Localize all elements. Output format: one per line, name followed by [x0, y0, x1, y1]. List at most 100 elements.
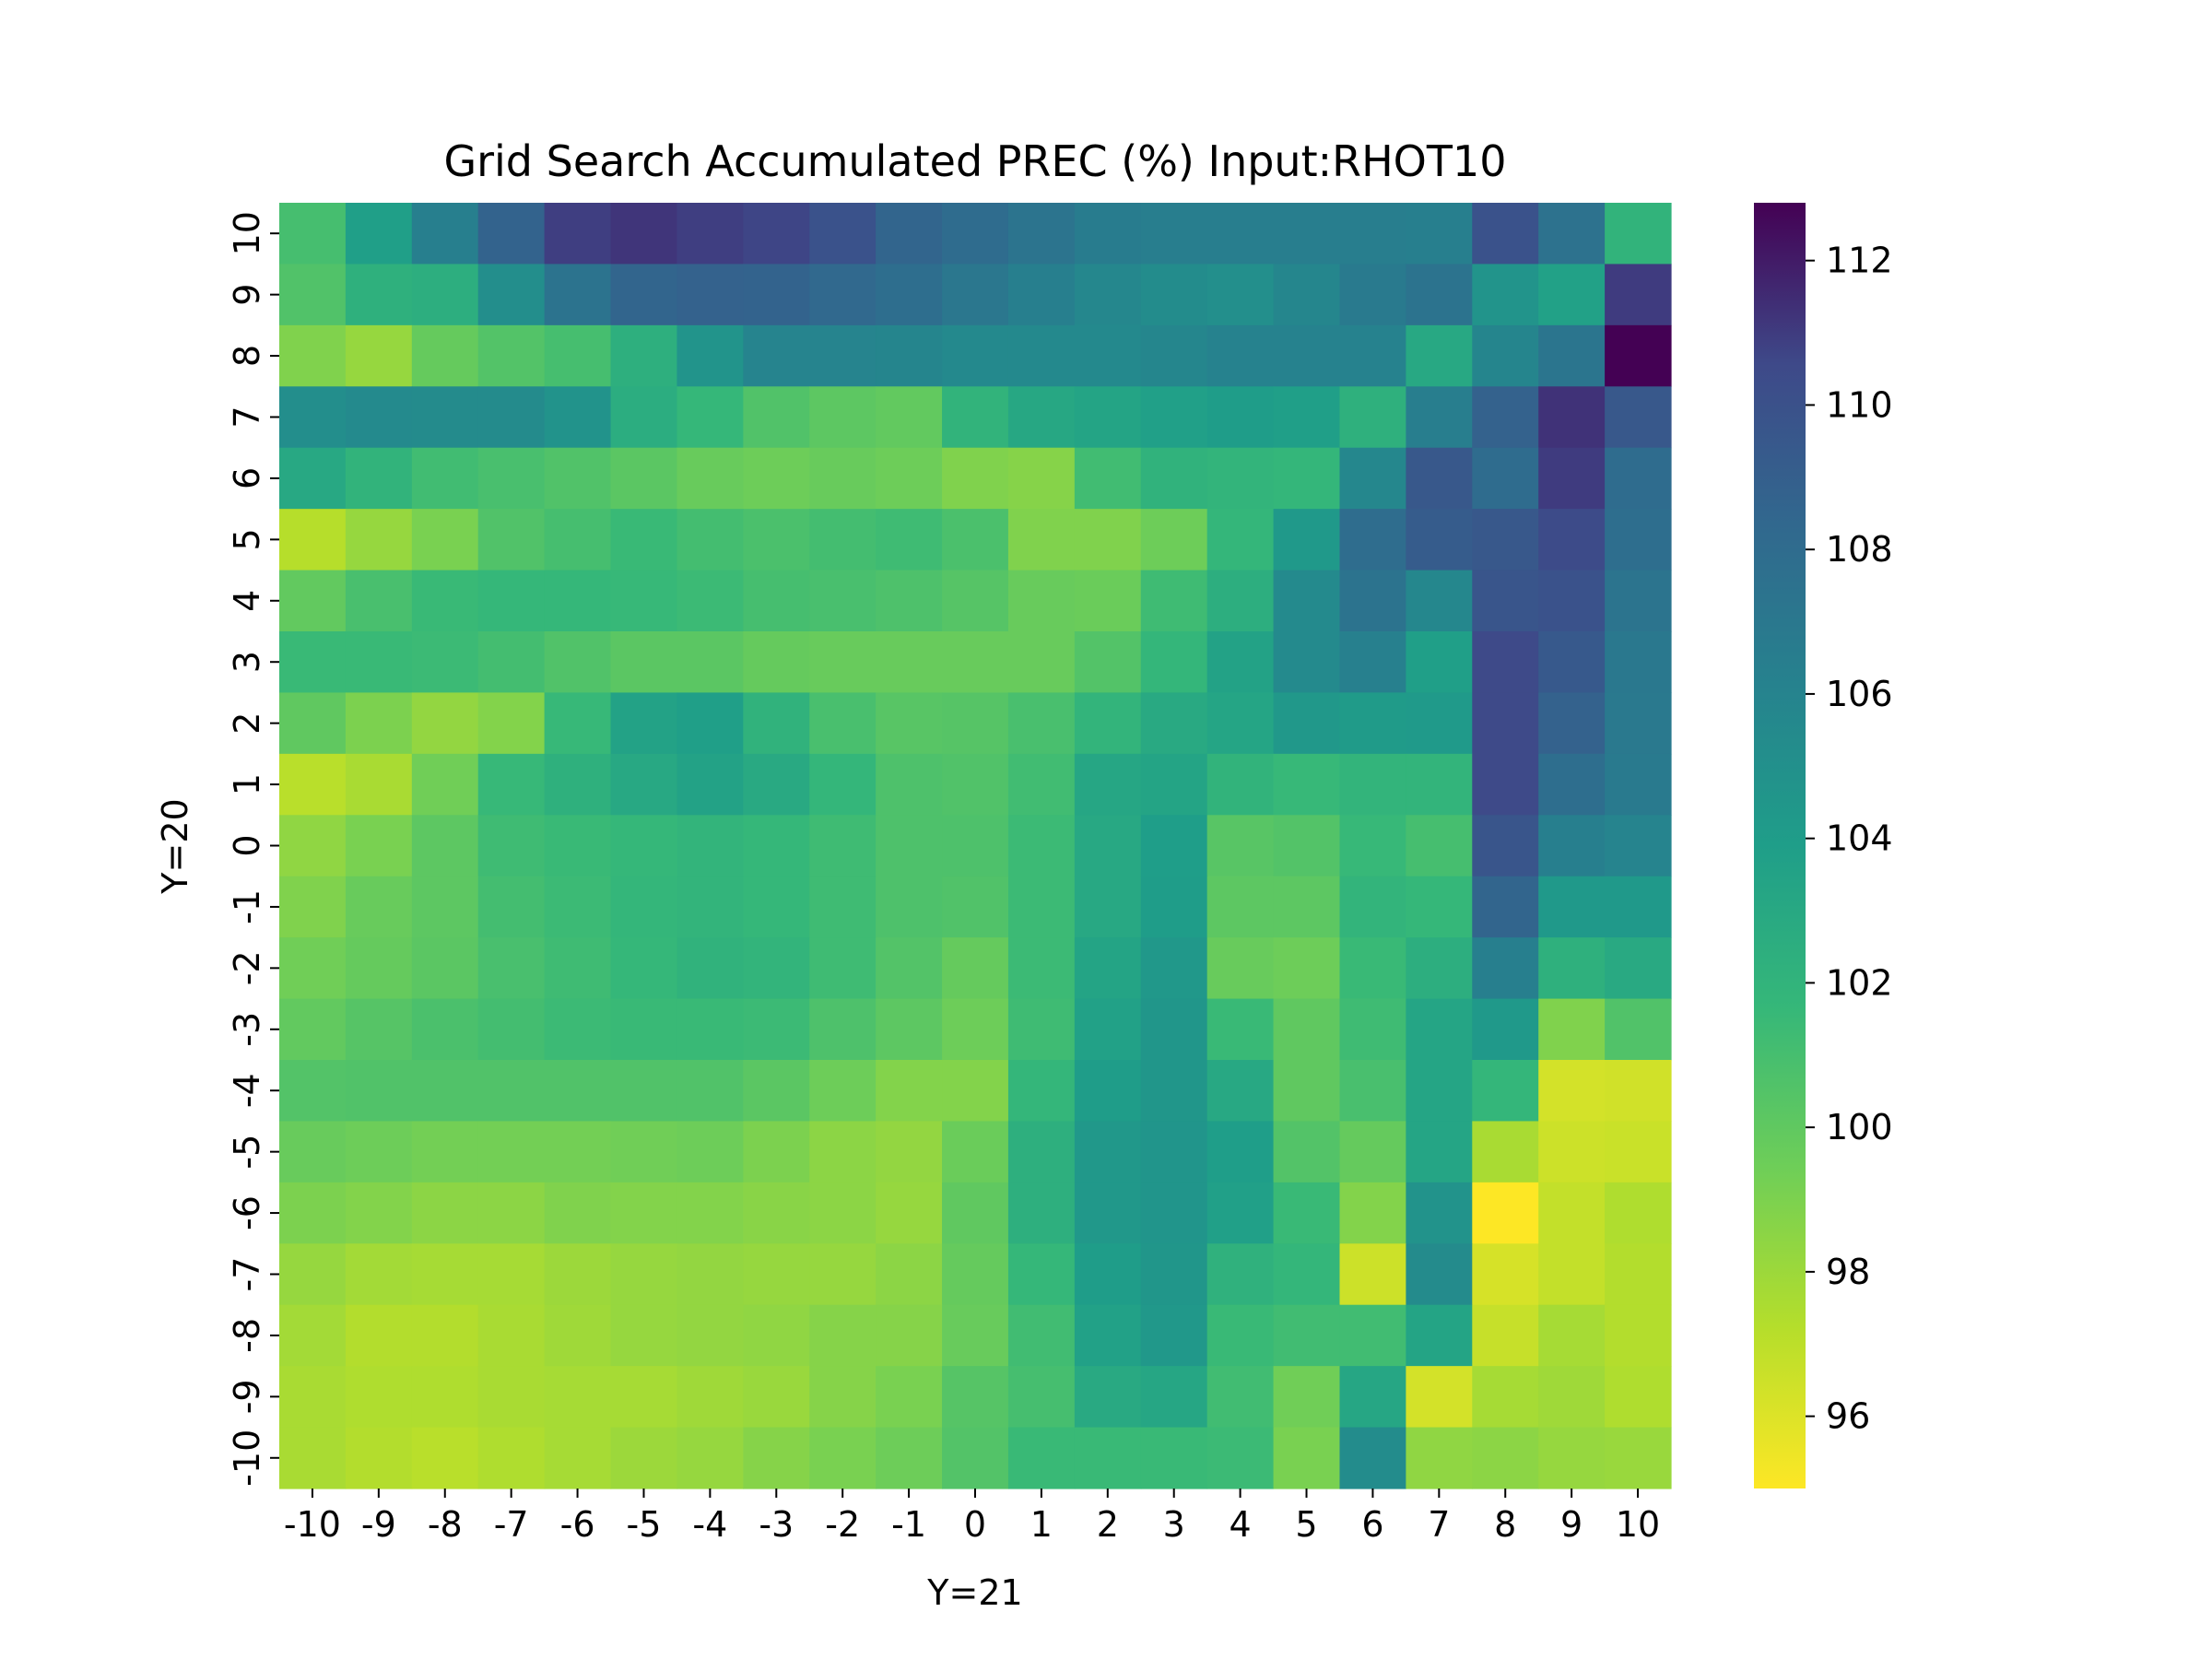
heatmap-cell [1538, 753, 1606, 816]
heatmap-cell [1074, 753, 1142, 816]
heatmap-cell [1007, 203, 1076, 265]
heatmap-cell [610, 509, 678, 571]
y-tick-label: -8 [227, 1318, 267, 1353]
y-tick-label: -3 [227, 1012, 267, 1047]
colorbar-tick-label: 98 [1826, 1252, 1870, 1292]
x-tick-label: 9 [1560, 1504, 1583, 1545]
heatmap-cell [876, 570, 943, 632]
heatmap-cell [279, 447, 347, 510]
heatmap-cell [1273, 876, 1341, 938]
colorbar-tick-label: 100 [1826, 1107, 1893, 1147]
x-tick-label: 7 [1428, 1504, 1450, 1545]
heatmap-cell [677, 876, 744, 938]
heatmap-cell [1140, 570, 1208, 632]
heatmap-cell [477, 1304, 546, 1367]
heatmap-cell [279, 1060, 347, 1123]
heatmap-cell [411, 876, 479, 938]
heatmap-cell [942, 509, 1009, 571]
heatmap-cell [809, 1243, 877, 1306]
heatmap-cell [809, 570, 877, 632]
heatmap-cell [411, 1304, 479, 1367]
x-tick-label: -8 [428, 1504, 463, 1545]
heatmap-cell [876, 509, 943, 571]
y-tick-label: 9 [227, 284, 267, 306]
heatmap-cell [743, 692, 810, 755]
heatmap-cell [1140, 692, 1208, 755]
heatmap-cell [610, 1182, 678, 1244]
heatmap-cell [1273, 386, 1341, 449]
x-tick-label: 2 [1097, 1504, 1119, 1545]
heatmap-cell [743, 937, 810, 1000]
heatmap-cell [1273, 998, 1341, 1061]
heatmap-cell [1472, 447, 1539, 510]
heatmap-cell [1605, 1427, 1672, 1489]
heatmap-cell [942, 1060, 1009, 1123]
heatmap-cell [345, 1121, 413, 1183]
heatmap-cell [1140, 753, 1208, 816]
heatmap-cell [942, 1243, 1009, 1306]
heatmap-cell [743, 509, 810, 571]
x-axis-label: Y=21 [926, 1572, 1022, 1613]
heatmap-cell [1140, 1304, 1208, 1367]
y-tick-label: -7 [227, 1257, 267, 1292]
heatmap-cell [610, 1366, 678, 1429]
heatmap-cell [1472, 264, 1539, 326]
heatmap-cell [1206, 570, 1275, 632]
heatmap-cell [1605, 447, 1672, 510]
heatmap-cell [1406, 998, 1473, 1061]
heatmap-cell [279, 1366, 347, 1429]
heatmap-cell [876, 203, 943, 265]
heatmap-cell [876, 1182, 943, 1244]
heatmap-cell [1273, 631, 1341, 694]
heatmap-cell [1140, 998, 1208, 1061]
heatmap-cell [610, 1243, 678, 1306]
x-tick-label: -2 [825, 1504, 860, 1545]
heatmap-cell [279, 937, 347, 1000]
heatmap-cell [1605, 1182, 1672, 1244]
heatmap-cell [1273, 1060, 1341, 1123]
y-tick-label: 5 [227, 528, 267, 550]
heatmap-cell [876, 264, 943, 326]
heatmap-cell [279, 509, 347, 571]
heatmap-cell [1074, 1427, 1142, 1489]
heatmap-cell [1007, 998, 1076, 1061]
heatmap-cell [1007, 692, 1076, 755]
heatmap-cell [809, 264, 877, 326]
heatmap-cell [677, 1427, 744, 1489]
heatmap-cell [1074, 1366, 1142, 1429]
heatmap-cell [1406, 264, 1473, 326]
heatmap-cell [477, 631, 546, 694]
heatmap-cell [1605, 264, 1672, 326]
heatmap-cell [1472, 631, 1539, 694]
heatmap-cell [477, 1243, 546, 1306]
heatmap-cell [1206, 1121, 1275, 1183]
heatmap-cell [1074, 324, 1142, 387]
heatmap-cell [743, 631, 810, 694]
heatmap-cell [279, 692, 347, 755]
heatmap-cell [1074, 509, 1142, 571]
x-tick-label: 8 [1494, 1504, 1516, 1545]
heatmap-cell [544, 692, 612, 755]
heatmap-cell [1339, 753, 1406, 816]
heatmap-cell [345, 1243, 413, 1306]
colorbar [1754, 203, 1806, 1488]
heatmap-cell [1605, 815, 1672, 877]
heatmap-cell [1273, 1366, 1341, 1429]
heatmap-cell [942, 203, 1009, 265]
heatmap-cell [1074, 1182, 1142, 1244]
heatmap-cell [1273, 509, 1341, 571]
heatmap-cell [677, 1366, 744, 1429]
heatmap-cell [1605, 631, 1672, 694]
heatmap-cell [1472, 1243, 1539, 1306]
heatmap-cell [677, 753, 744, 816]
y-tick-label: 1 [227, 773, 267, 795]
heatmap-cell [1406, 1182, 1473, 1244]
heatmap-cell [411, 1366, 479, 1429]
heatmap-cell [1074, 570, 1142, 632]
heatmap-cell [279, 1243, 347, 1306]
heatmap-cell [1273, 1182, 1341, 1244]
heatmap-cell [1538, 1121, 1606, 1183]
heatmap-cell [1273, 1427, 1341, 1489]
